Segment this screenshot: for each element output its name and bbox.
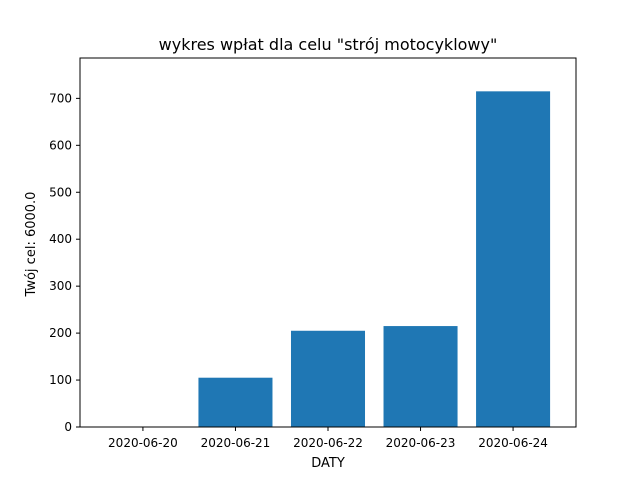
bars-group (198, 91, 551, 427)
y-tick-label: 500 (49, 185, 72, 199)
plot-frame (79, 57, 577, 428)
x-axis: 2020-06-20 2020-06-21 2020-06-22 2020-06-23… (108, 427, 548, 450)
bar-2020-06-24 (476, 91, 551, 427)
y-tick-label: 200 (49, 326, 72, 340)
x-tick-label: 2020-06-23 (386, 436, 456, 450)
x-axis-label: DATY (311, 456, 345, 471)
x-tick-label: 2020-06-20 (108, 436, 178, 450)
y-axis: 0 100 200 300 400 500 600 700 (49, 91, 80, 434)
bar-2020-06-21 (198, 377, 273, 427)
y-tick-label: 0 (64, 420, 72, 434)
bar-2020-06-23 (383, 326, 458, 427)
y-tick-label: 700 (49, 91, 72, 105)
y-tick-label: 600 (49, 138, 72, 152)
bar-2020-06-22 (290, 330, 366, 427)
y-tick-label: 100 (49, 373, 72, 387)
y-tick-label: 400 (49, 232, 72, 246)
x-tick-label: 2020-06-24 (478, 436, 548, 450)
x-tick-label: 2020-06-21 (201, 436, 271, 450)
x-tick-label: 2020-06-22 (293, 436, 363, 450)
chart-title: wykres wpłat dla celu "strój motocyklowy… (159, 35, 498, 54)
y-axis-label: Twój cel: 6000.0 (24, 192, 39, 298)
y-tick-label: 300 (49, 279, 72, 293)
